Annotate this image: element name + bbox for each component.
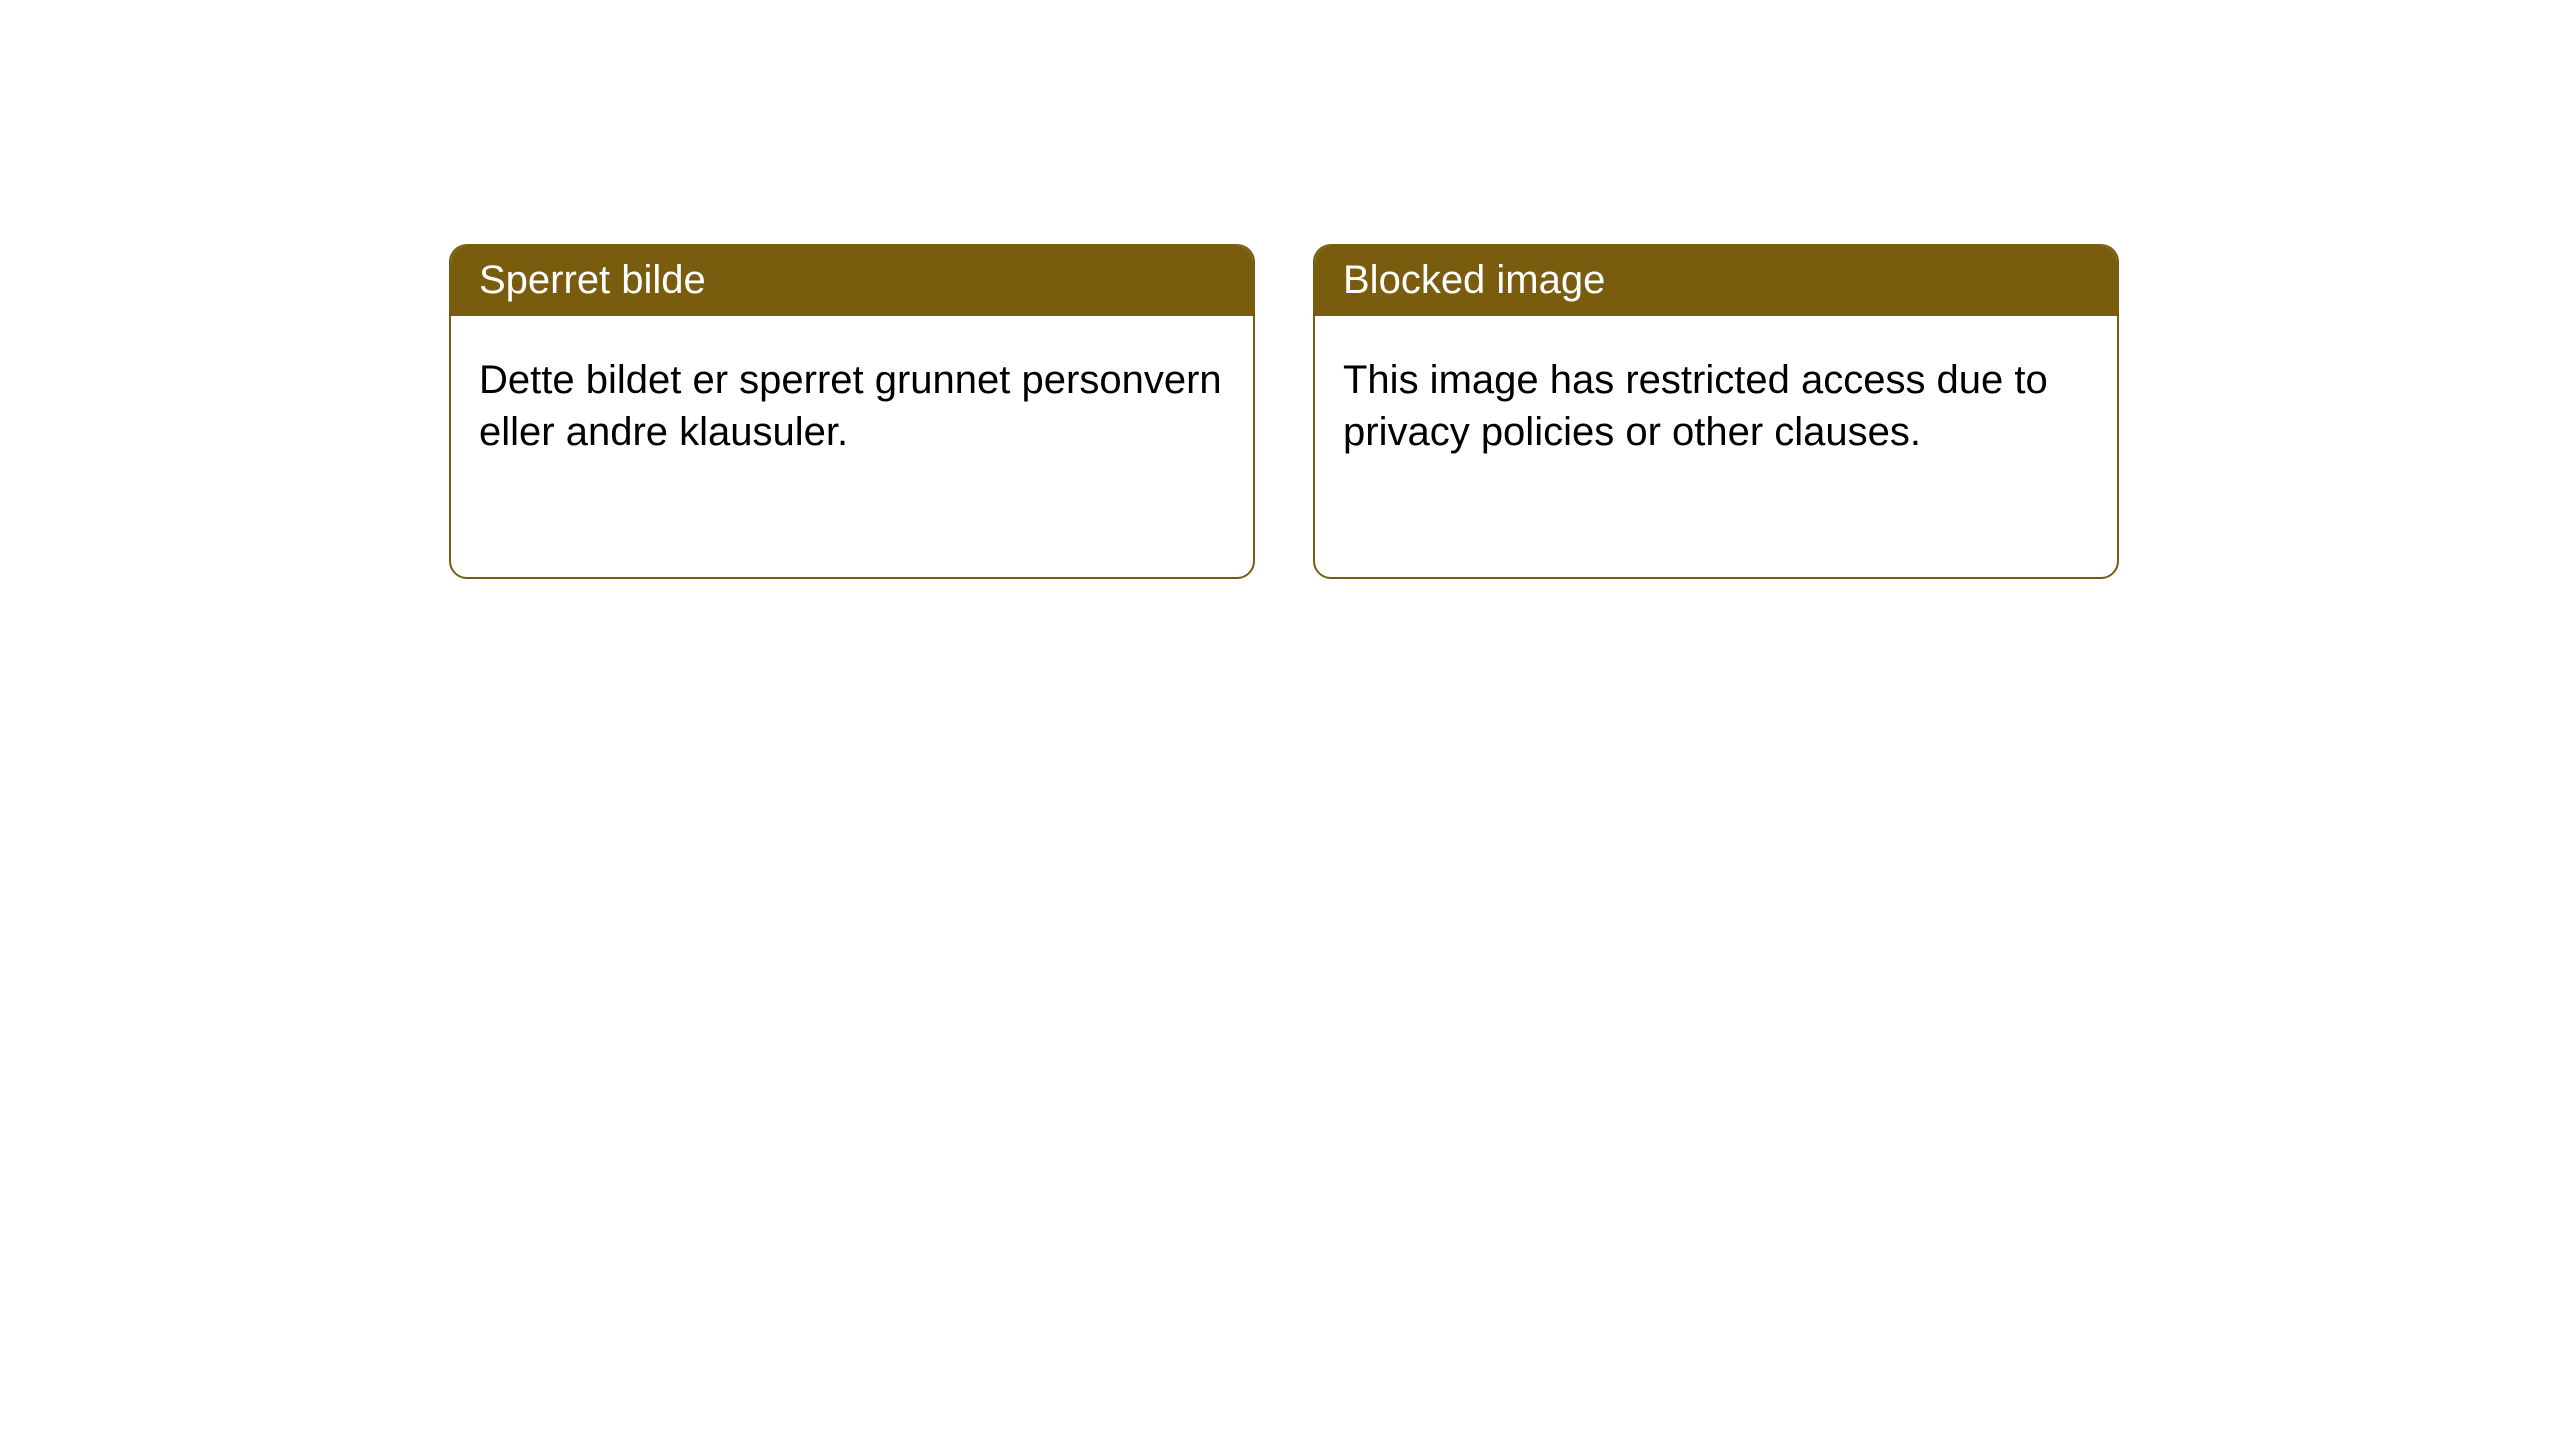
notice-title-english: Blocked image	[1315, 246, 2117, 316]
notice-container: Sperret bilde Dette bildet er sperret gr…	[0, 0, 2560, 579]
notice-card-norwegian: Sperret bilde Dette bildet er sperret gr…	[449, 244, 1255, 579]
notice-body-norwegian: Dette bildet er sperret grunnet personve…	[451, 316, 1253, 486]
notice-body-english: This image has restricted access due to …	[1315, 316, 2117, 486]
notice-title-norwegian: Sperret bilde	[451, 246, 1253, 316]
notice-card-english: Blocked image This image has restricted …	[1313, 244, 2119, 579]
